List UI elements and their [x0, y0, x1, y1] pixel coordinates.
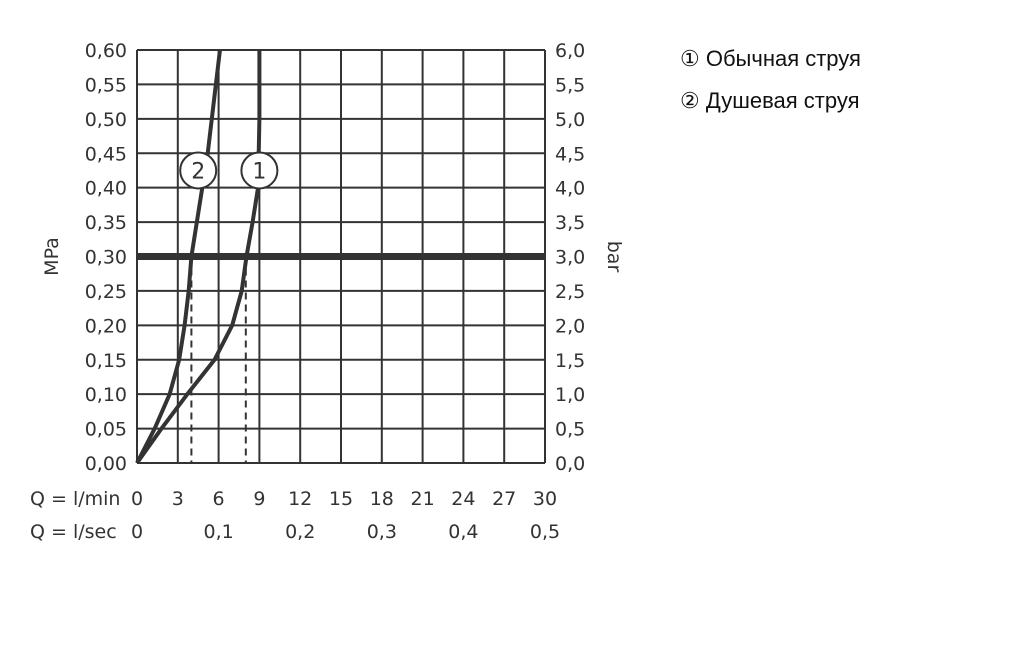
series-marker-label: 2 — [191, 159, 205, 184]
y-tick-left: 0,15 — [85, 350, 127, 372]
x-tick: 0 — [131, 521, 143, 543]
y-tick-left: 0,40 — [85, 178, 127, 200]
y-tick-right: 4,5 — [555, 143, 585, 165]
y-tick-right: 4,0 — [555, 178, 585, 200]
y-tick-left: 0,00 — [85, 453, 127, 475]
x-tick: 0,4 — [448, 521, 478, 543]
y-tick-right: 6,0 — [555, 40, 585, 62]
x-tick: 0 — [131, 488, 143, 510]
y-tick-right: 0,5 — [555, 419, 585, 441]
y-tick-left: 0,50 — [85, 109, 127, 131]
x-tick: 0,5 — [530, 521, 560, 543]
y-tick-right: 3,0 — [555, 247, 585, 269]
series-marker-label: 1 — [252, 159, 266, 184]
y-tick-right: 5,5 — [555, 74, 585, 96]
series-line-2 — [135, 49, 222, 464]
series-marker-1 — [240, 151, 279, 190]
y-tick-right: 2,0 — [555, 315, 585, 337]
y-tick-left: 0,60 — [85, 40, 127, 62]
y-tick-right: 5,0 — [555, 109, 585, 131]
x-axis-label: Q = l/sec — [30, 521, 117, 543]
x-tick: 9 — [253, 488, 265, 510]
y-tick-left: 0,10 — [85, 384, 127, 406]
y-axis-label-left: MPa — [41, 237, 63, 276]
x-tick: 0,2 — [285, 521, 315, 543]
x-tick: 3 — [172, 488, 184, 510]
x-tick: 24 — [451, 488, 475, 510]
x-tick: 12 — [288, 488, 312, 510]
x-axis-label: Q = l/min — [30, 488, 120, 510]
legend: ① Обычная струя ② Душевая струя — [680, 46, 861, 130]
legend-item-1: ① Обычная струя — [680, 46, 861, 71]
x-tick: 18 — [370, 488, 394, 510]
y-tick-right: 2,5 — [555, 281, 585, 303]
x-tick: 15 — [329, 488, 353, 510]
y-tick-left: 0,05 — [85, 419, 127, 441]
x-tick: 30 — [533, 488, 557, 510]
x-tick: 0,3 — [367, 521, 397, 543]
x-tick: 6 — [213, 488, 225, 510]
y-axis-label-right: bar — [603, 241, 625, 273]
x-tick: 0,1 — [203, 521, 233, 543]
y-tick-left: 0,55 — [85, 74, 127, 96]
y-tick-right: 1,0 — [555, 384, 585, 406]
x-tick: 21 — [411, 488, 435, 510]
series-marker-2 — [179, 151, 218, 190]
y-tick-right: 1,5 — [555, 350, 585, 372]
y-tick-left: 0,45 — [85, 143, 127, 165]
y-tick-left: 0,20 — [85, 315, 127, 337]
y-tick-left: 0,30 — [85, 247, 127, 269]
y-tick-left: 0,35 — [85, 212, 127, 234]
y-tick-right: 3,5 — [555, 212, 585, 234]
x-tick: 27 — [492, 488, 516, 510]
legend-item-2: ② Душевая струя — [680, 88, 860, 113]
y-tick-right: 0,0 — [555, 453, 585, 475]
y-tick-left: 0,25 — [85, 281, 127, 303]
